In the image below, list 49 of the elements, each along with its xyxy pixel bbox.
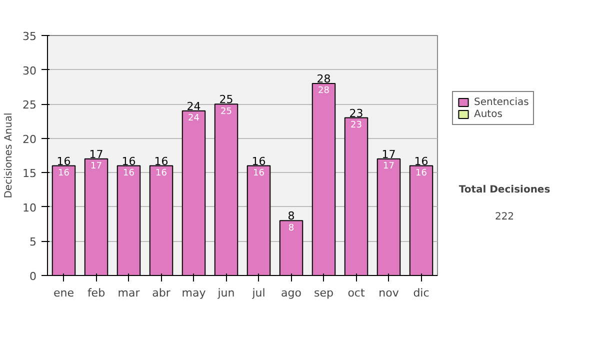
total-label: 24 [186,100,201,113]
total-label: 16 [252,154,266,168]
x-tick-label: sep [314,286,334,300]
x-tick-label: nov [378,286,400,300]
x-tick-label: jul [251,286,266,300]
total-label: 23 [349,106,364,120]
total-label: 16 [56,154,71,168]
legend-label: Sentencias [474,96,529,108]
total-label: 17 [89,148,104,161]
total-label: 17 [382,148,396,161]
y-tick-label: 5 [30,236,36,249]
data-label: 17 [383,162,394,172]
x-tick-label: jun [216,286,235,300]
x-tick-label: may [182,286,206,300]
data-label: 23 [350,120,362,131]
data-label: 16 [58,168,70,179]
data-label: 16 [156,168,168,179]
text: Total Decisiones [458,184,550,196]
data-label: 16 [123,168,135,179]
y-tick-label: 0 [30,270,36,283]
total-label: 25 [219,93,234,106]
y-axis-title: Decisiones Anual [4,112,15,198]
y-tick-label: 20 [22,132,37,146]
x-tick-label: feb [87,286,106,300]
y-tick-label: 25 [22,98,37,112]
total-label: 16 [122,154,136,168]
x-tick-label: ago [281,286,302,300]
total-label: 16 [154,154,168,168]
total-label: 28 [316,72,331,86]
data-label: 16 [416,168,428,179]
total-label: 8 [288,210,295,223]
x-tick-label: ene [53,286,74,300]
data-label: 28 [318,86,330,96]
y-tick-label: 15 [22,167,37,180]
x-tick-label: mar [118,286,140,300]
x-tick-label: dic [413,286,430,300]
text: 222 [494,212,514,222]
data-label: 24 [188,114,200,124]
y-tick-label: 10 [22,201,37,214]
x-tick-label: oct [348,286,366,300]
y-tick-label: 35 [22,30,37,43]
legend-label: Autos [474,108,502,120]
x-tick-label: abr [152,286,171,300]
data-label: 17 [90,162,102,172]
data-label: 16 [253,168,265,179]
data-label: 25 [220,106,232,117]
y-tick-label: 30 [22,64,37,78]
data-label: 8 [288,223,294,234]
total-label: 16 [414,154,428,168]
